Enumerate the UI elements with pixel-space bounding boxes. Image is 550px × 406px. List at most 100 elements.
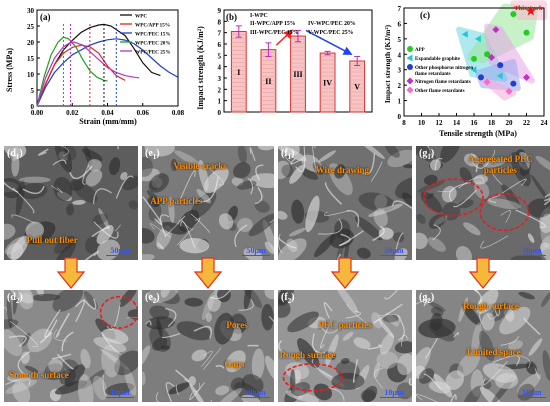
panel-label-c: (c) bbox=[420, 10, 430, 20]
data-point bbox=[497, 62, 504, 69]
transition-arrows bbox=[56, 257, 498, 289]
y-tick-label: 8 bbox=[218, 18, 222, 26]
sem-annotation: Rough surface bbox=[463, 301, 519, 312]
sem-texture bbox=[4, 146, 138, 260]
legend-entry: WPC/PEC 20% bbox=[135, 41, 171, 47]
x-tick-label: 20 bbox=[506, 119, 514, 127]
legend-entry: Other phosphorus nitrogen bbox=[415, 66, 473, 71]
sem-texture bbox=[278, 146, 412, 260]
y-tick-label: 10 bbox=[27, 71, 35, 79]
legend-entry: V-WPC/PEC 25% bbox=[308, 30, 354, 36]
sem-annotation: Smooth surface bbox=[8, 369, 69, 380]
sem-panel-label: (e1) bbox=[145, 148, 160, 161]
legend-entry: Other flame retardants bbox=[415, 89, 465, 94]
y-tick-label: 5 bbox=[398, 36, 402, 44]
series-line bbox=[36, 38, 179, 107]
y-tick-label: 5 bbox=[31, 87, 35, 95]
sem-annotation: Rough surface bbox=[279, 350, 336, 361]
sem-image-e2: (e2) Pores Gaps 20μm bbox=[142, 290, 274, 402]
legend-marker bbox=[406, 54, 413, 62]
y-axis-label: Impact strength (KJ/m²) bbox=[383, 24, 392, 103]
y-axis-label: Stress (MPa) bbox=[5, 48, 14, 92]
y-tick-label: 0 bbox=[31, 103, 35, 111]
scale-bar-label: 50μm bbox=[110, 245, 130, 255]
x-axis-label: Strain (mm/mm) bbox=[79, 117, 137, 126]
highlight-circle bbox=[479, 193, 530, 232]
sem-panel-label: (e2) bbox=[145, 292, 160, 305]
y-tick-label: 9 bbox=[218, 7, 222, 15]
legend-entry: Nitrogen flame retardants bbox=[415, 80, 471, 85]
legend-entry: WPC bbox=[135, 14, 147, 20]
sem-texture bbox=[142, 146, 274, 260]
sem-panel-label: (d2) bbox=[7, 292, 23, 305]
this-work-annotation: This work bbox=[514, 5, 543, 12]
legend-entry: WPC/APP 15% bbox=[135, 23, 170, 29]
sem-texture bbox=[278, 290, 412, 402]
sem-texture bbox=[416, 146, 550, 260]
scale-bar-label: 10μm bbox=[110, 387, 130, 397]
y-tick-label: 4 bbox=[218, 64, 222, 72]
x-axis-label: Tensile strength (MPa) bbox=[439, 129, 517, 138]
x-tick-label: 22 bbox=[523, 119, 531, 127]
data-point bbox=[523, 29, 530, 36]
scale-bar-label: 50μm bbox=[384, 245, 404, 255]
y-tick-label: 30 bbox=[27, 7, 35, 15]
bar-category-label: V bbox=[354, 83, 360, 92]
panel-label-b: (b) bbox=[226, 12, 237, 22]
x-tick-label: 14 bbox=[453, 119, 461, 127]
scale-bar-label: 50μm bbox=[246, 245, 266, 255]
data-point bbox=[474, 35, 481, 43]
y-tick-label: 15 bbox=[27, 55, 35, 63]
legend-entry: III-WPC/PEC 15% bbox=[250, 30, 299, 36]
stress-strain-chart: (a) 0 5 10 15 20 25 30 0.00 0.02 0.04 0.06 0.08 WPC… bbox=[5, 7, 185, 126]
sem-annotation: Limited space bbox=[466, 347, 521, 358]
sem-annotation: Pores bbox=[226, 320, 248, 331]
x-tick-label: 16 bbox=[471, 119, 479, 127]
data-point bbox=[470, 66, 477, 74]
bar-category-label: II bbox=[265, 77, 271, 86]
sem-annotation: Visible cracks bbox=[173, 160, 227, 171]
y-axis-label: Impact strength (KJ/m²) bbox=[196, 26, 205, 110]
y-tick-label: 25 bbox=[27, 23, 35, 31]
scale-bar: 10μm bbox=[518, 388, 546, 400]
down-arrow bbox=[193, 257, 223, 289]
sem-annotation: Aggregated PEC particles bbox=[468, 153, 533, 175]
scale-bar-line bbox=[518, 396, 546, 398]
scale-bar-label: 10μm bbox=[522, 387, 542, 397]
sem-annotation: Gaps bbox=[224, 359, 245, 370]
scale-bar: 10μm bbox=[380, 388, 408, 400]
sem-panel-label: (f2) bbox=[281, 292, 295, 305]
bar-category-label: III bbox=[293, 70, 302, 79]
scale-bar-label: 20μm bbox=[246, 387, 266, 397]
y-tick-label: 2 bbox=[398, 82, 402, 90]
scale-bar-line bbox=[380, 396, 408, 398]
y-tick-label: 6 bbox=[218, 41, 222, 49]
sem-image-f2: (f2) PEC particles Rough surface 10μm bbox=[278, 290, 412, 402]
highlight-circle bbox=[282, 363, 344, 392]
sem-image-e1: (e1) Visible cracks APP particles 50μm bbox=[142, 146, 274, 260]
trend-arrow bbox=[275, 29, 294, 46]
legend-entry: II-WPC/APP 15% bbox=[250, 21, 296, 27]
sem-panel-label: (g2) bbox=[419, 292, 435, 305]
series-line bbox=[36, 44, 126, 107]
x-tick-label: 18 bbox=[488, 119, 496, 127]
y-tick-label: 0 bbox=[398, 113, 402, 121]
highlight-circle bbox=[423, 178, 484, 217]
legend-marker bbox=[406, 77, 414, 85]
legend-entry: IV-WPC/PEC 20% bbox=[308, 21, 356, 27]
data-point bbox=[461, 30, 468, 38]
sem-panel-label: (d1) bbox=[7, 148, 23, 161]
sem-panel-label: (g1) bbox=[419, 148, 435, 161]
x-tick-label: 0.04 bbox=[101, 109, 114, 117]
scale-bar-label: 50μm bbox=[522, 245, 542, 255]
legend-marker bbox=[407, 64, 413, 70]
x-tick-label: 8 bbox=[402, 119, 406, 127]
scale-bar-label: 10μm bbox=[384, 387, 404, 397]
legend-entry: Expandable graphite bbox=[415, 57, 461, 62]
data-point bbox=[478, 74, 484, 81]
series-line bbox=[36, 41, 140, 107]
x-tick-label: 0.06 bbox=[137, 109, 150, 117]
legend-marker bbox=[406, 86, 414, 94]
